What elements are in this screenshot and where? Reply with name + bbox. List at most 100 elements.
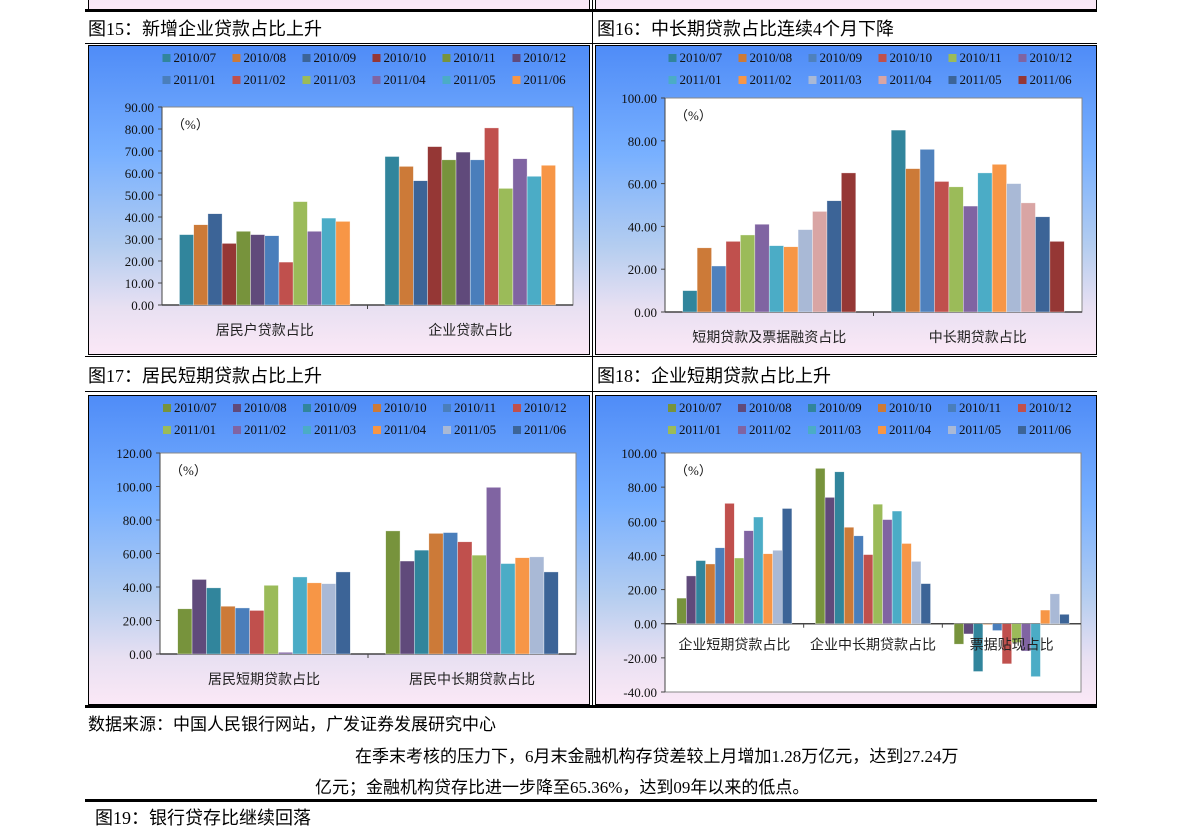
bar-2010-12: [724, 503, 735, 625]
bar-2010-12: [1001, 623, 1012, 665]
y-tick-label: 100.00: [116, 480, 152, 495]
y-tick-label: 40.00: [125, 210, 154, 225]
bar-2010-11: [714, 547, 726, 625]
legend-swatch: [442, 54, 451, 62]
category-label: 中长期贷款占比: [929, 330, 1027, 346]
legend-label: 2010/09: [314, 400, 357, 415]
legend-swatch: [513, 426, 521, 434]
legend-label: 2011/03: [314, 422, 356, 437]
chart-figure-15: 2010/07 2010/08 2010/09 2010/10 2010/11 2010/…: [88, 45, 590, 355]
legend-swatch: [1018, 426, 1026, 434]
bar-2011-04: [512, 158, 528, 306]
y-tick-label: 40.00: [628, 219, 657, 234]
category-label: 企业中长期贷款占比: [810, 637, 936, 654]
bar-2011-03: [1030, 623, 1041, 677]
bar-2010-11: [992, 623, 1003, 631]
bar-2011-04: [812, 211, 828, 313]
bar-2011-05: [1049, 593, 1060, 625]
data-source: 数据来源：中国人民银行网站，广发证券发展研究中心: [88, 715, 496, 734]
legend-label: 2010/09: [314, 50, 357, 65]
bar-2010-10: [934, 181, 950, 313]
bar-2011-03: [498, 188, 514, 306]
bar-2010-07: [682, 290, 698, 313]
bar-2011-04: [1020, 202, 1036, 313]
figure-title: 图18：企业短期贷款占比上升: [597, 366, 831, 386]
bar-2010-10: [725, 241, 741, 313]
legend-label: 2010/09: [820, 50, 863, 65]
legend-swatch: [233, 404, 241, 412]
legend-swatch: [373, 426, 381, 434]
category-label: 企业贷款占比: [428, 322, 512, 339]
bar-2011-01: [734, 557, 745, 625]
y-tick-label: 0.00: [634, 305, 657, 320]
rule: [85, 799, 1097, 802]
legend-label: 2011/04: [889, 422, 932, 437]
legend-label: 2011/02: [244, 422, 286, 437]
legend-label: 2010/07: [680, 50, 723, 65]
legend-swatch: [948, 426, 956, 434]
bar-2011-01: [872, 503, 883, 625]
legend-swatch: [668, 54, 677, 62]
bar-2011-02: [882, 519, 893, 625]
bar-2011-05: [911, 561, 922, 625]
y-tick-label: 20.00: [628, 583, 657, 598]
legend-label: 2010/12: [1029, 400, 1072, 415]
legend-label: 2011/06: [1030, 72, 1073, 87]
legend-label: 2011/06: [524, 72, 567, 87]
y-tick-label: 60.00: [125, 166, 154, 181]
bar-2011-02: [278, 652, 294, 655]
bar-2011-04: [901, 543, 912, 625]
category-label: 居民中长期贷款占比: [409, 672, 535, 688]
bar-2010-11: [236, 231, 251, 306]
bar-2010-08: [399, 560, 415, 655]
bar-2011-05: [826, 200, 842, 313]
unit-label: （%）: [675, 108, 712, 123]
bar-2011-01: [264, 235, 280, 306]
body-paragraph-line-1: 在季末考核的压力下，6月末金融机构存贷差较上月增加1.28万亿元，达到27.24…: [355, 747, 959, 766]
bar-2011-04: [762, 553, 773, 625]
y-tick-label: 0.00: [131, 298, 154, 313]
legend-label: 2010/08: [244, 50, 287, 65]
figure-title: 图16：中长期贷款占比连续4个月下降: [597, 19, 894, 39]
y-tick-label: 20.00: [123, 614, 152, 629]
y-tick-label: 0.00: [634, 617, 657, 632]
legend-swatch: [303, 426, 311, 434]
unit-label: （%）: [172, 117, 209, 132]
legend-swatch: [373, 404, 381, 412]
bar-2010-08: [686, 575, 697, 625]
bar-2011-02: [743, 530, 754, 625]
legend-swatch: [163, 426, 171, 434]
y-tick-label: 100.00: [621, 446, 657, 461]
bar-2010-10: [982, 623, 993, 625]
chart-svg: 2010/07 2010/08 2010/09 2010/10 2010/11 2010/…: [125, 50, 574, 339]
y-tick-label: -20.00: [623, 651, 657, 666]
legend-swatch: [668, 404, 676, 412]
bar-2011-01: [469, 159, 485, 306]
legend-swatch: [1018, 54, 1027, 62]
bar-2011-05: [526, 176, 542, 306]
legend-label: 2010/09: [819, 400, 862, 415]
legend-label: 2010/11: [454, 50, 496, 65]
bar-2010-10: [428, 533, 444, 655]
bar-2010-11: [948, 186, 964, 313]
y-tick-label: 100.00: [621, 91, 657, 106]
bar-2011-06: [335, 571, 351, 655]
bar-2011-01: [768, 245, 784, 313]
y-tick-label: 80.00: [628, 480, 657, 495]
bar-2010-09: [973, 623, 984, 672]
category-label: 居民短期贷款占比: [208, 672, 320, 688]
figure-title-next: 图19：银行贷存比继续回落: [95, 808, 311, 828]
legend-swatch: [372, 54, 381, 62]
legend-swatch: [808, 404, 816, 412]
bar-2011-02: [991, 164, 1007, 313]
bar-2011-03: [797, 229, 813, 313]
bar-2010-10: [220, 605, 236, 655]
bar-2010-10: [843, 526, 855, 625]
legend-swatch: [163, 404, 171, 412]
legend-swatch: [513, 404, 521, 412]
bar-2010-12: [457, 541, 473, 655]
bar-2011-01: [471, 554, 487, 655]
bar-2011-04: [514, 557, 530, 655]
legend-label: 2010/10: [384, 400, 427, 415]
legend-swatch: [738, 76, 747, 84]
